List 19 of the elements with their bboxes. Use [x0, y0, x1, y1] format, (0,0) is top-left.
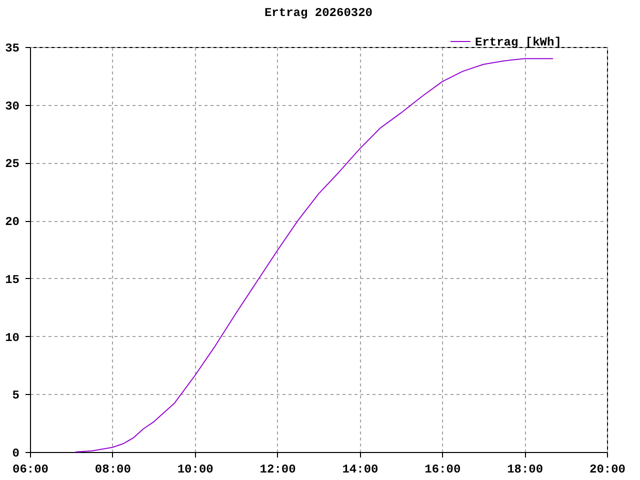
y-tick-label: 10: [5, 330, 20, 345]
legend-label: Ertrag [kWh]: [475, 36, 562, 50]
y-tick-label: 0: [12, 446, 20, 460]
x-tick-label: 10:00: [177, 462, 214, 476]
x-tick-label: 20:00: [589, 462, 626, 476]
x-tick-label: 18:00: [507, 462, 544, 476]
line-series: [74, 58, 554, 452]
x-tick-label: 08:00: [94, 462, 131, 476]
y-tick-label: 15: [5, 272, 20, 287]
chart-title: Ertrag 20260320: [264, 6, 373, 20]
x-tick-label: 06:00: [12, 462, 49, 476]
y-tick-label: 30: [5, 99, 20, 114]
x-tick-label: 12:00: [260, 462, 296, 476]
x-tick-label: 16:00: [424, 462, 461, 476]
y-tick-label: 25: [5, 157, 20, 172]
y-tick-label: 20: [5, 215, 20, 230]
y-tick-label: 35: [5, 42, 20, 56]
x-tick-label: 14:00: [342, 462, 378, 476]
y-tick-label: 5: [12, 388, 20, 403]
